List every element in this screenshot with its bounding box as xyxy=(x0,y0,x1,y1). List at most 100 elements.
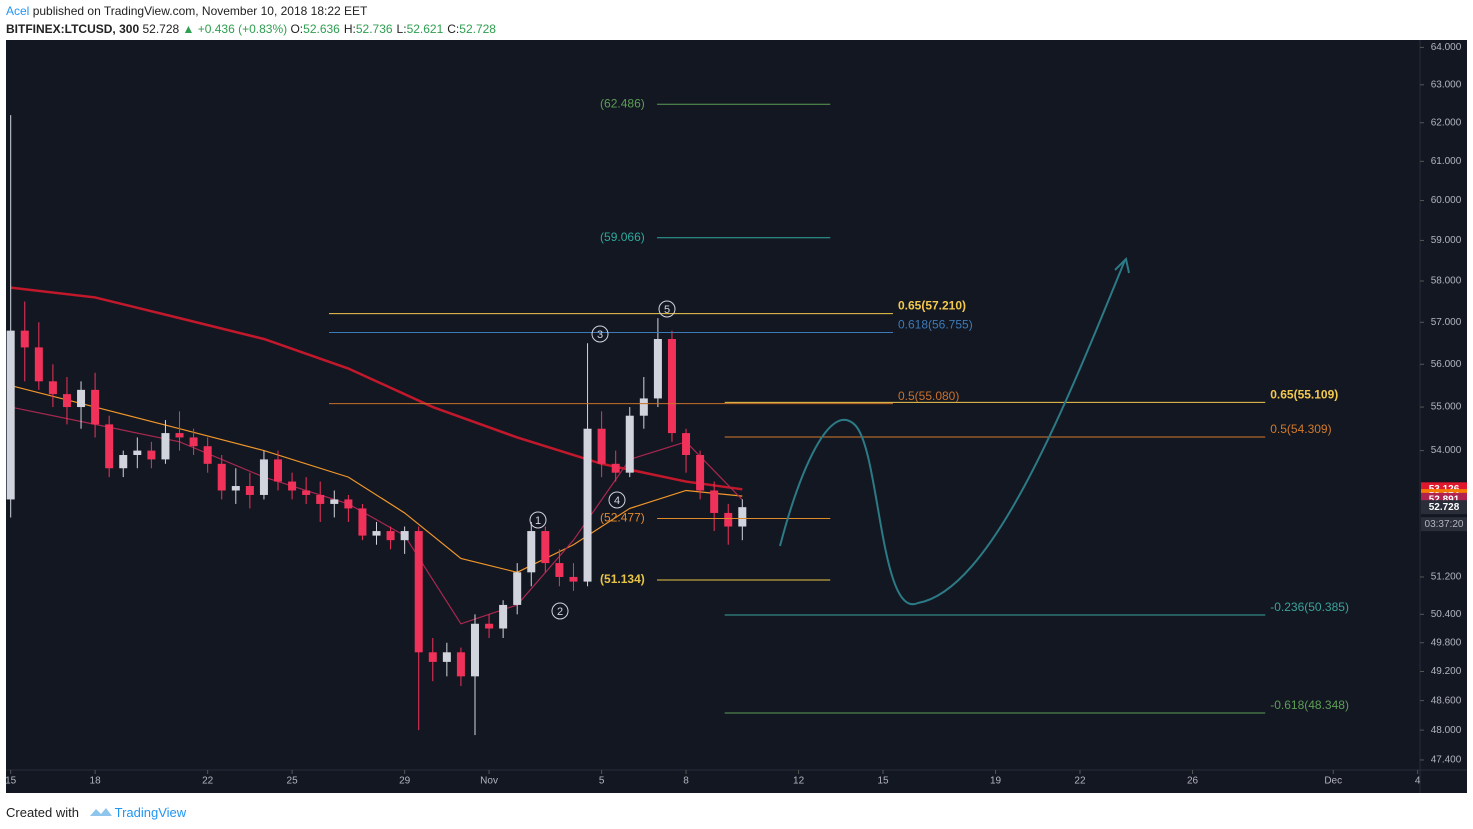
candle-body xyxy=(682,433,691,455)
candle-body xyxy=(414,531,423,653)
ohlc-label: O: xyxy=(290,22,304,36)
ohlc: O:52.636 H:52.736 L:52.621 C:52.728 xyxy=(290,22,500,36)
candle-body xyxy=(344,499,353,509)
x-tick-label: 12 xyxy=(793,776,805,787)
logo xyxy=(89,808,112,816)
ohlc-value: 52.636 xyxy=(303,22,340,36)
y-tick-label: 54.000 xyxy=(1431,445,1462,456)
candle-body xyxy=(386,531,395,541)
countdown-box xyxy=(1421,517,1467,532)
ohlc-value: 52.736 xyxy=(355,22,393,36)
candle-body xyxy=(274,459,283,482)
candle-body xyxy=(330,499,339,504)
x-tick-label: 22 xyxy=(202,776,214,787)
candle-body xyxy=(485,623,494,629)
candle-body xyxy=(175,433,184,438)
fib-label: 0.5(54.309) xyxy=(1270,422,1331,436)
fib-label: (51.134) xyxy=(600,572,645,586)
y-tick-label: 55.000 xyxy=(1431,402,1462,413)
wave-label: 5 xyxy=(664,304,670,316)
wave-label: 4 xyxy=(614,495,620,507)
fib-label: -0.236(50.385) xyxy=(1270,600,1349,614)
candle-body xyxy=(203,446,212,464)
candle-body xyxy=(119,454,128,469)
candle-body xyxy=(738,507,747,527)
y-tick-label: 58.000 xyxy=(1431,276,1462,287)
y-tick-label: 49.800 xyxy=(1431,637,1462,648)
candle-body xyxy=(358,508,367,536)
price-tag-label: 52.728 xyxy=(1429,502,1460,513)
footer: Created with TradingView xyxy=(6,803,186,820)
wave-label: 2 xyxy=(557,606,563,618)
candle-body xyxy=(639,398,648,416)
price-tag-label: 52.891 xyxy=(1429,494,1460,505)
x-tick-label: Nov xyxy=(480,776,498,787)
x-tick-label: Dec xyxy=(1324,776,1342,787)
wave-marker xyxy=(608,491,626,509)
candle-body xyxy=(583,428,592,582)
candle-body xyxy=(48,381,57,395)
symbol: BITFINEX:LTCUSD, 300 xyxy=(6,22,140,36)
candle-body xyxy=(288,481,297,491)
candle-body xyxy=(470,623,479,677)
fib-label: 0.5(55.080) xyxy=(898,389,959,403)
y-tick-label: 48.000 xyxy=(1431,725,1462,736)
candle-body xyxy=(161,433,170,460)
brand[interactable]: TradingView xyxy=(114,805,187,820)
y-tick-label: 47.400 xyxy=(1431,755,1462,766)
candle-body xyxy=(442,652,451,662)
wave-label: 1 xyxy=(535,515,541,527)
fib-label: 0.65(57.210) xyxy=(898,299,966,313)
wave-marker xyxy=(551,602,569,620)
candle-body xyxy=(217,463,226,491)
x-tick-label: 29 xyxy=(399,776,411,787)
candle-body xyxy=(34,347,43,382)
candle-body xyxy=(569,576,578,582)
ohlc-label: L: xyxy=(396,22,407,36)
y-tick-label: 61.000 xyxy=(1431,156,1462,167)
fib-label: (59.066) xyxy=(600,230,645,244)
x-tick-label: 15 xyxy=(5,776,17,787)
x-tick-label: 15 xyxy=(877,776,889,787)
price-tag xyxy=(1421,500,1467,515)
candle-body xyxy=(189,437,198,447)
candle-body xyxy=(133,450,142,455)
change: ▲ +0.436 (+0.83%) xyxy=(182,22,288,36)
candle-body xyxy=(696,454,705,491)
fib-label: (52.477) xyxy=(600,511,645,525)
x-tick-label: 26 xyxy=(1187,776,1199,787)
candle-body xyxy=(400,531,409,541)
candle-body xyxy=(499,604,508,629)
candle-body xyxy=(62,394,71,408)
candle-body xyxy=(259,459,268,495)
fib-label: 0.65(55.109) xyxy=(1270,388,1338,402)
candle-body xyxy=(611,463,620,473)
x-tick-label: 18 xyxy=(90,776,102,787)
candle-body xyxy=(625,415,634,473)
author[interactable]: Acel xyxy=(6,4,30,18)
created-with: Created with xyxy=(6,805,79,820)
candle-body xyxy=(428,652,437,662)
chart-background xyxy=(6,40,1467,793)
candle-body xyxy=(245,486,254,495)
symbol-line: BITFINEX:LTCUSD, 300 52.728 ▲ +0.436 (+0… xyxy=(6,22,500,36)
fib-label: 0.618(56.755) xyxy=(898,318,973,332)
candle-body xyxy=(316,494,325,504)
x-tick-label: 4 xyxy=(1415,776,1421,787)
moving-average xyxy=(10,286,743,491)
wave-marker xyxy=(529,511,547,529)
countdown: 03:37:20 xyxy=(1425,519,1464,530)
y-tick-label: 57.000 xyxy=(1431,317,1462,328)
candle-body xyxy=(653,339,662,399)
candle-body xyxy=(456,652,465,677)
y-tick-label: 48.600 xyxy=(1431,695,1462,706)
candle-body xyxy=(555,563,564,577)
candle-body xyxy=(667,339,676,434)
x-tick-label: 8 xyxy=(683,776,689,787)
y-tick-label: 51.200 xyxy=(1431,572,1462,583)
y-tick-label: 59.000 xyxy=(1431,235,1462,246)
candle-body xyxy=(105,424,114,469)
wave-marker xyxy=(591,325,609,343)
